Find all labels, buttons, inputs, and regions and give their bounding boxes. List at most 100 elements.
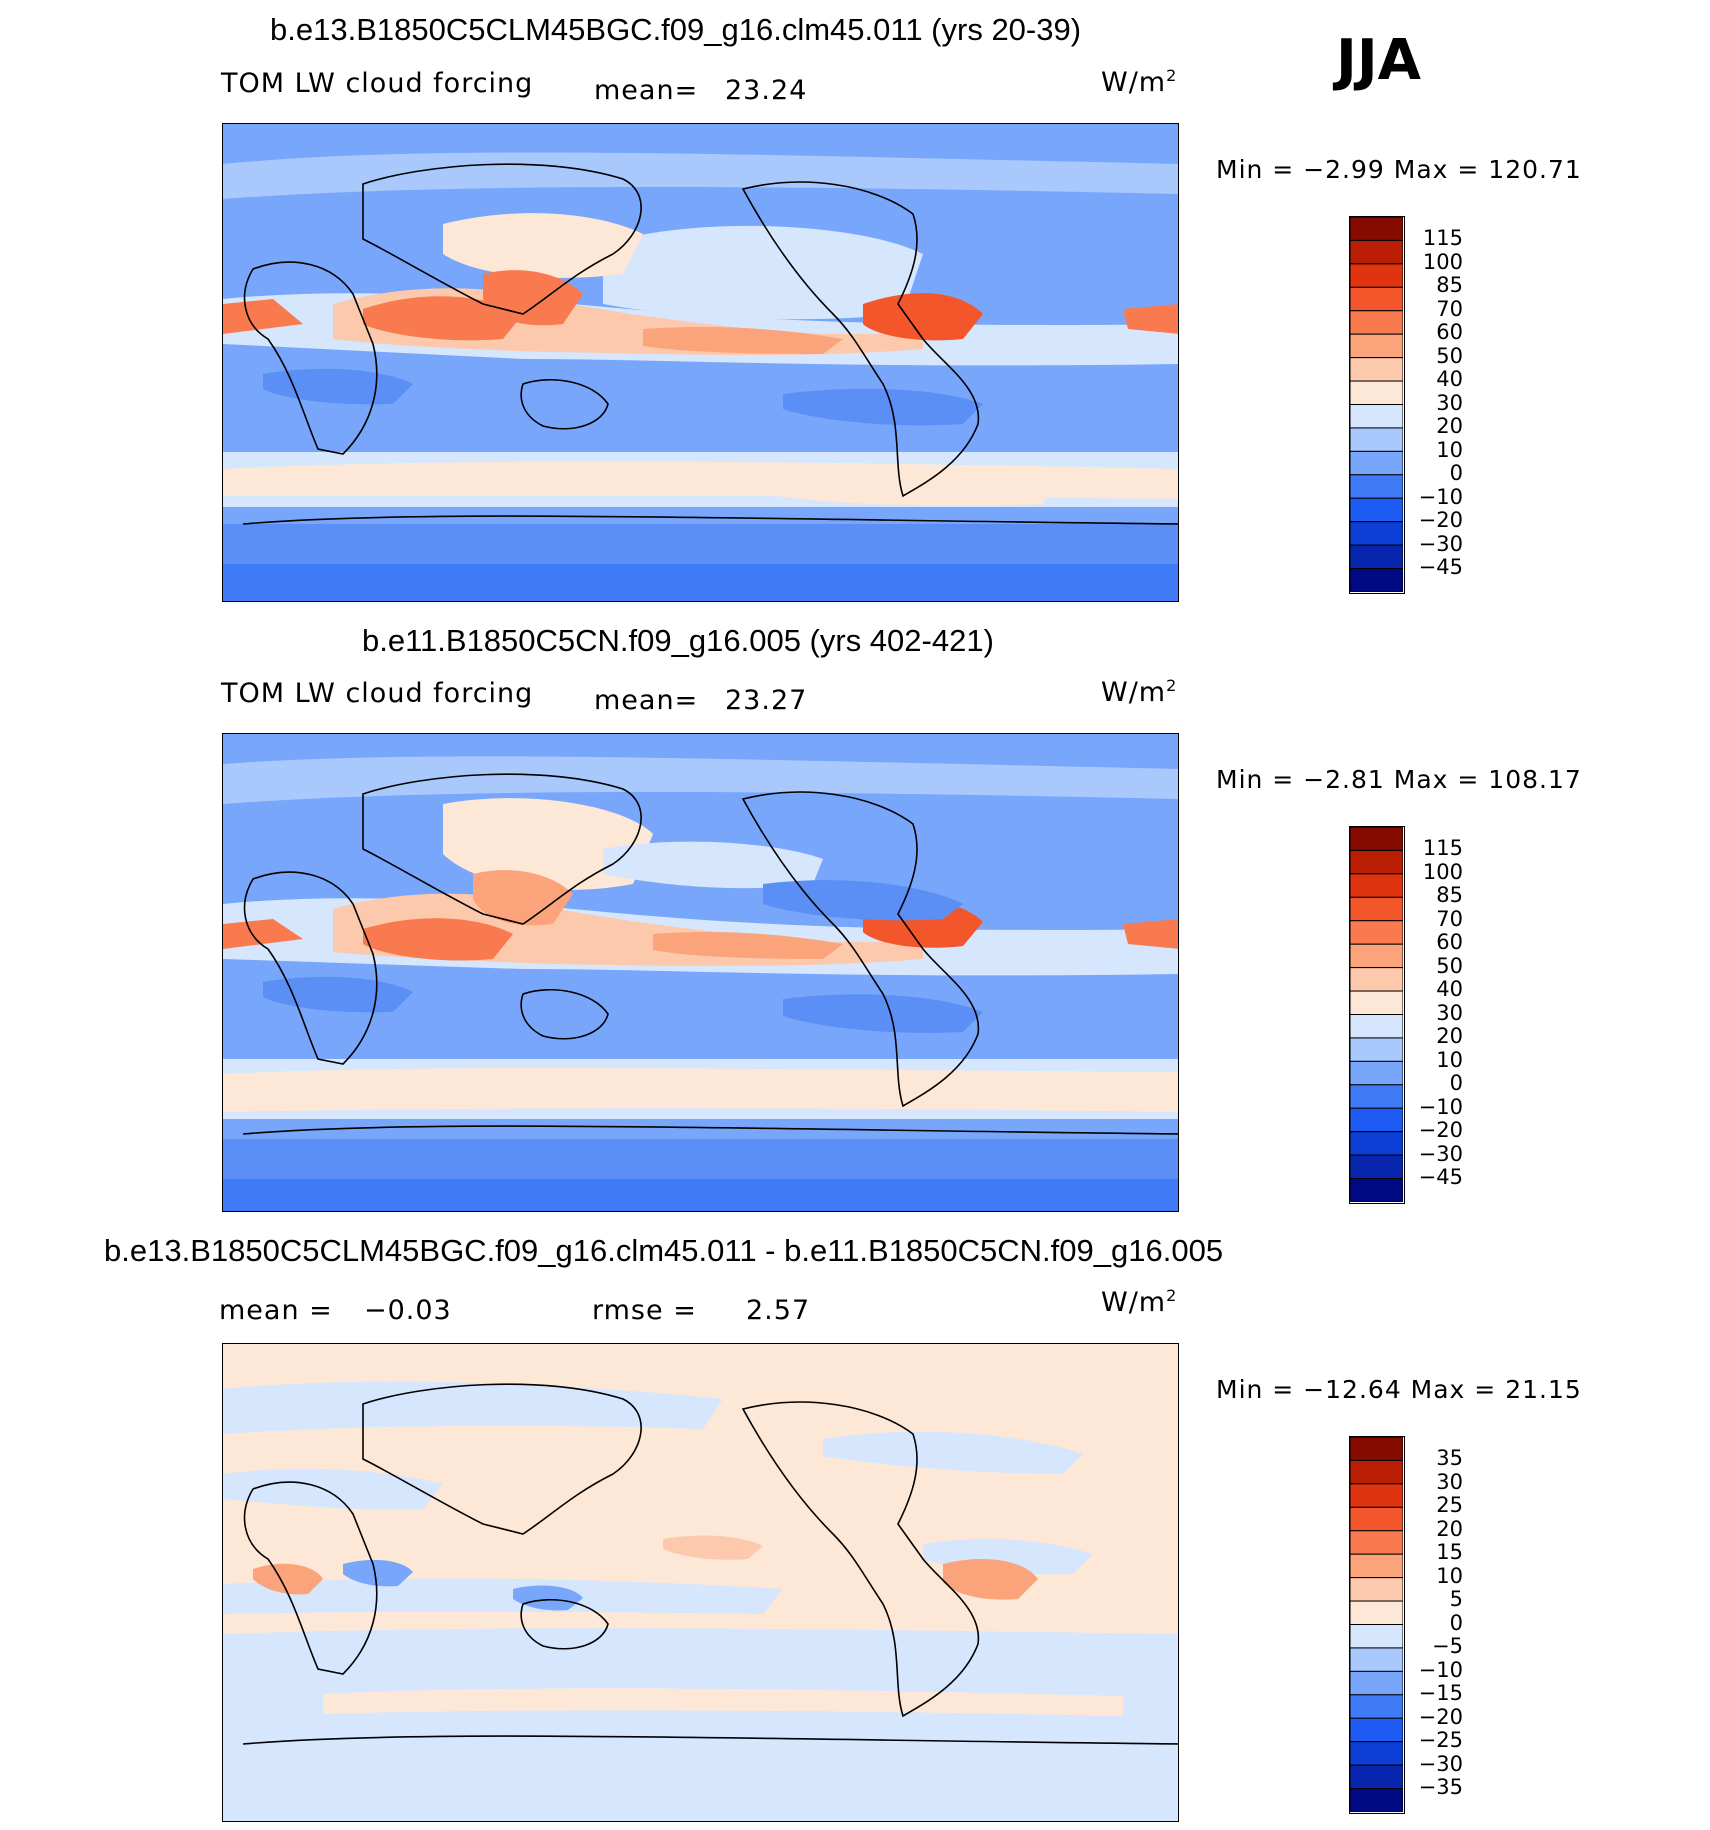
- panel-1-tick: 85: [1436, 273, 1463, 297]
- season-label: JJA: [1336, 28, 1422, 93]
- panel-1-tick: 115: [1422, 226, 1463, 250]
- colorbar-swatch: [1350, 1788, 1403, 1812]
- panel-3-map: [222, 1343, 1179, 1822]
- panel-1-tick: 20: [1436, 414, 1463, 438]
- colorbar-swatch: [1350, 427, 1403, 452]
- panel-3-mean-value: −0.03: [364, 1295, 452, 1326]
- panel-1-mean-value: 23.24: [725, 75, 808, 106]
- colorbar-swatch: [1350, 1553, 1403, 1579]
- colorbar-swatch: [1350, 943, 1403, 969]
- colorbar-swatch: [1350, 1530, 1403, 1555]
- colorbar-swatch: [1350, 1647, 1403, 1672]
- panel-2-colorbar-swatches: [1350, 827, 1403, 1202]
- panel-2-tick: 60: [1436, 930, 1463, 954]
- panel-1-units: W/m2: [1101, 66, 1178, 98]
- colorbar-swatch: [1350, 1694, 1403, 1719]
- panel-1-title: b.e13.B1850C5CLM45BGC.f09_g16.clm45.011 …: [270, 12, 1082, 47]
- panel-2-title: b.e11.B1850C5CN.f09_g16.005 (yrs 402-421…: [362, 623, 994, 658]
- panel-3-tick: −5: [1432, 1634, 1463, 1658]
- colorbar-swatch: [1350, 521, 1403, 546]
- panel-3-units: W/m2: [1101, 1286, 1178, 1318]
- colorbar-swatch: [1350, 404, 1403, 429]
- panel-1-tick: −20: [1418, 508, 1463, 532]
- panel-3-tick: −30: [1418, 1752, 1463, 1776]
- colorbar-swatch: [1350, 1437, 1403, 1461]
- colorbar-swatch: [1350, 1154, 1403, 1180]
- panel-2-tick: −30: [1418, 1142, 1463, 1166]
- panel-2-tick: 85: [1436, 883, 1463, 907]
- panel-2-map: [222, 733, 1179, 1212]
- panel-1-tick: 70: [1436, 297, 1463, 321]
- colorbar-swatch: [1350, 310, 1403, 335]
- panel-2-colorbar-ticks: 115 100 85 70 60 50 40 30 20 10 0 −10 −2…: [1403, 826, 1463, 1204]
- colorbar-swatch: [1350, 1060, 1403, 1086]
- colorbar-swatch: [1350, 873, 1403, 898]
- panel-1-tick: 100: [1422, 250, 1463, 274]
- colorbar-swatch: [1350, 217, 1403, 241]
- panel-2-tick: 10: [1436, 1048, 1463, 1072]
- panel-2-tick: 30: [1436, 1001, 1463, 1025]
- colorbar-swatch: [1350, 1037, 1403, 1062]
- panel-1-tick: 40: [1436, 367, 1463, 391]
- panel-2-tick: 20: [1436, 1024, 1463, 1048]
- panel-2-minmax: Min = −2.81 Max = 108.17: [1216, 765, 1582, 794]
- panel-2-mean-label: mean=: [594, 685, 699, 716]
- panel-1-tick: 0: [1449, 461, 1463, 485]
- panel-3-rmse-label: rmse =: [592, 1295, 697, 1326]
- panel-3-tick: 0: [1449, 1611, 1463, 1635]
- panel-2-tick: 115: [1422, 836, 1463, 860]
- panel-1-tick: 60: [1436, 320, 1463, 344]
- panel-2-tick: 40: [1436, 977, 1463, 1001]
- panel-3-tick: 25: [1436, 1493, 1463, 1517]
- panel-1-tick: −30: [1418, 532, 1463, 556]
- colorbar-swatch: [1350, 450, 1403, 476]
- panel-2-variable: TOM LW cloud forcing: [221, 678, 534, 709]
- colorbar-swatch: [1350, 474, 1403, 499]
- colorbar-swatch: [1350, 357, 1403, 382]
- panel-3-rmse-value: 2.57: [746, 1295, 811, 1326]
- colorbar-swatch: [1350, 497, 1403, 523]
- colorbar-swatch: [1350, 286, 1403, 312]
- panel-1-colorbar-swatches: [1350, 217, 1403, 592]
- panel-2-units: W/m2: [1101, 676, 1178, 708]
- panel-1-mean-label: mean=: [594, 75, 699, 106]
- panel-2-heatmap: [223, 734, 1178, 1211]
- colorbar-swatch: [1350, 1764, 1403, 1790]
- colorbar-swatch: [1350, 990, 1403, 1015]
- panel-3-tick: −10: [1418, 1658, 1463, 1682]
- colorbar-swatch: [1350, 568, 1403, 592]
- panel-2-tick: 70: [1436, 907, 1463, 931]
- panel-2-tick: −45: [1418, 1165, 1463, 1189]
- panel-3-tick: 5: [1449, 1587, 1463, 1611]
- colorbar-swatch: [1350, 1600, 1403, 1625]
- panel-1-variable: TOM LW cloud forcing: [221, 68, 534, 99]
- panel-3-colorbar-ticks: 35 30 25 20 15 10 5 0 −5 −10 −15 −20 −25…: [1403, 1436, 1463, 1814]
- colorbar-swatch: [1350, 1506, 1403, 1532]
- colorbar-swatch: [1350, 1717, 1403, 1743]
- colorbar-swatch: [1350, 263, 1403, 288]
- panel-1-map: [222, 123, 1179, 602]
- colorbar-swatch: [1350, 1131, 1403, 1156]
- panel-3-tick: 30: [1436, 1470, 1463, 1494]
- colorbar-swatch: [1350, 1459, 1403, 1485]
- colorbar-swatch: [1350, 1741, 1403, 1766]
- colorbar-swatch: [1350, 849, 1403, 875]
- panel-3-tick: 20: [1436, 1517, 1463, 1541]
- panel-2-colorbar: [1349, 826, 1405, 1204]
- colorbar-swatch: [1350, 1483, 1403, 1508]
- panel-3-heatmap: [223, 1344, 1178, 1821]
- colorbar-swatch: [1350, 380, 1403, 405]
- panel-1-tick: 30: [1436, 391, 1463, 415]
- panel-2-tick: 50: [1436, 954, 1463, 978]
- panel-1-tick: −10: [1418, 485, 1463, 509]
- panel-3-colorbar: [1349, 1436, 1405, 1814]
- colorbar-swatch: [1350, 1107, 1403, 1133]
- colorbar-swatch: [1350, 896, 1403, 922]
- panel-2-mean-value: 23.27: [725, 685, 808, 716]
- colorbar-swatch: [1350, 333, 1403, 359]
- colorbar-swatch: [1350, 1577, 1403, 1602]
- panel-2-tick: 100: [1422, 860, 1463, 884]
- colorbar-swatch: [1350, 1670, 1403, 1696]
- panel-1-tick: −45: [1418, 555, 1463, 579]
- colorbar-swatch: [1350, 239, 1403, 265]
